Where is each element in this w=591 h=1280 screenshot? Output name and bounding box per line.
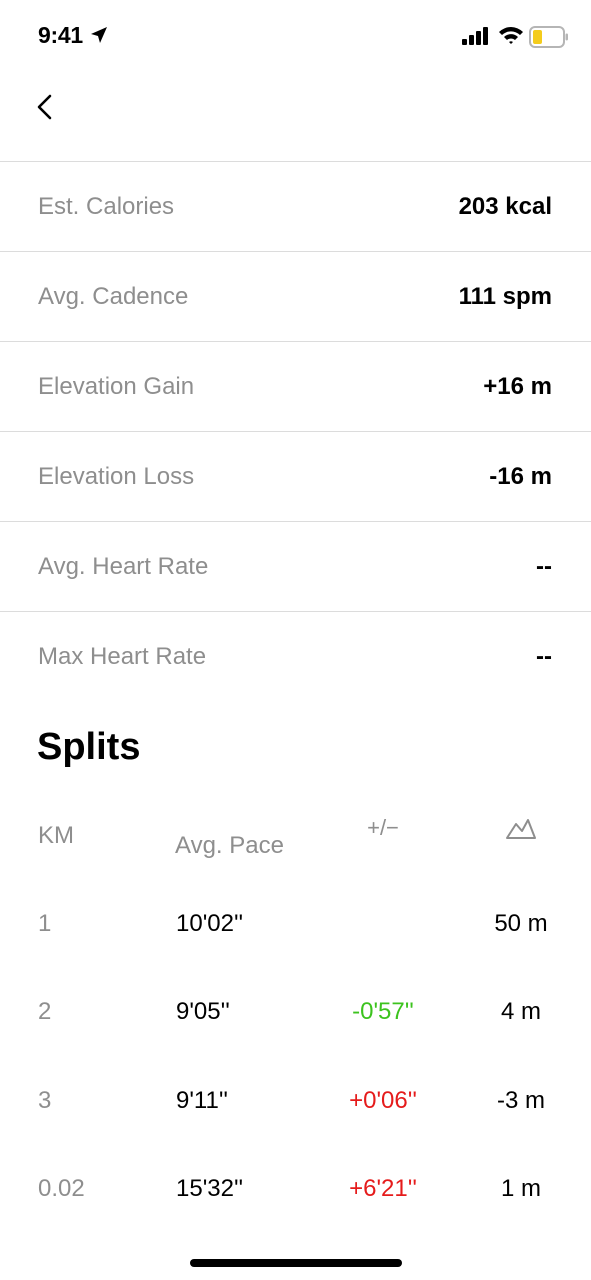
divider	[0, 521, 591, 522]
stat-label: Max Heart Rate	[38, 643, 207, 670]
splits-title: Splits	[37, 726, 141, 768]
split-elevation: 4 m	[500, 998, 541, 1025]
divider	[0, 431, 591, 432]
stat-value: --	[536, 643, 552, 670]
split-elevation: 50 m	[494, 910, 548, 937]
divider	[0, 161, 591, 162]
split-km: 1	[38, 910, 52, 937]
splits-header-km: KM	[38, 822, 74, 849]
splits-header-diff: +/−	[367, 815, 399, 840]
split-elevation: -3 m	[497, 1087, 545, 1114]
splits-header-pace: Avg. Pace	[175, 832, 284, 859]
split-pace: 10'02''	[176, 910, 244, 937]
stat-value: +16 m	[483, 373, 552, 400]
home-indicator[interactable]	[190, 1259, 402, 1267]
divider	[0, 611, 591, 612]
split-pace: 15'32''	[176, 1175, 244, 1202]
split-diff-faster: -0'57''	[352, 998, 414, 1025]
battery-icon	[529, 26, 569, 53]
split-pace: 9'05''	[176, 998, 230, 1025]
stat-value: --	[536, 553, 552, 580]
divider	[0, 251, 591, 252]
stat-value: 203 kcal	[458, 193, 552, 220]
split-km: 3	[38, 1087, 52, 1114]
split-elevation: 1 m	[500, 1175, 541, 1202]
stat-row-avg-heart-rate: Avg. Heart Rate --	[0, 522, 591, 612]
split-km: 2	[38, 998, 52, 1025]
split-diff-slower: +0'06''	[349, 1087, 417, 1114]
wifi-icon	[498, 25, 524, 50]
stat-value: 111 spm	[458, 283, 552, 310]
stat-row-max-heart-rate: Max Heart Rate --	[0, 612, 591, 702]
stat-value: -16 m	[489, 463, 552, 490]
split-km: 0.02	[38, 1175, 85, 1202]
mountain-icon	[505, 816, 537, 847]
stat-row-elevation-gain: Elevation Gain +16 m	[0, 342, 591, 432]
chevron-left-icon	[37, 94, 52, 120]
stat-label: Avg. Heart Rate	[38, 553, 209, 580]
stat-label: Avg. Cadence	[38, 283, 189, 310]
stat-label: Elevation Gain	[38, 373, 195, 400]
stat-row-cadence: Avg. Cadence 111 spm	[0, 252, 591, 342]
stat-label: Elevation Loss	[38, 463, 195, 490]
stat-row-calories: Est. Calories 203 kcal	[0, 162, 591, 252]
split-pace: 9'11''	[176, 1087, 229, 1114]
location-arrow-icon	[90, 26, 108, 49]
stat-row-elevation-loss: Elevation Loss -16 m	[0, 432, 591, 522]
status-time: 9:41	[38, 22, 83, 48]
divider	[0, 341, 591, 342]
split-diff-slower: +6'21''	[349, 1175, 417, 1202]
back-button[interactable]	[24, 84, 64, 128]
stat-label: Est. Calories	[38, 193, 175, 220]
status-bar: 9:41	[0, 0, 591, 70]
cellular-signal-icon	[462, 27, 490, 50]
